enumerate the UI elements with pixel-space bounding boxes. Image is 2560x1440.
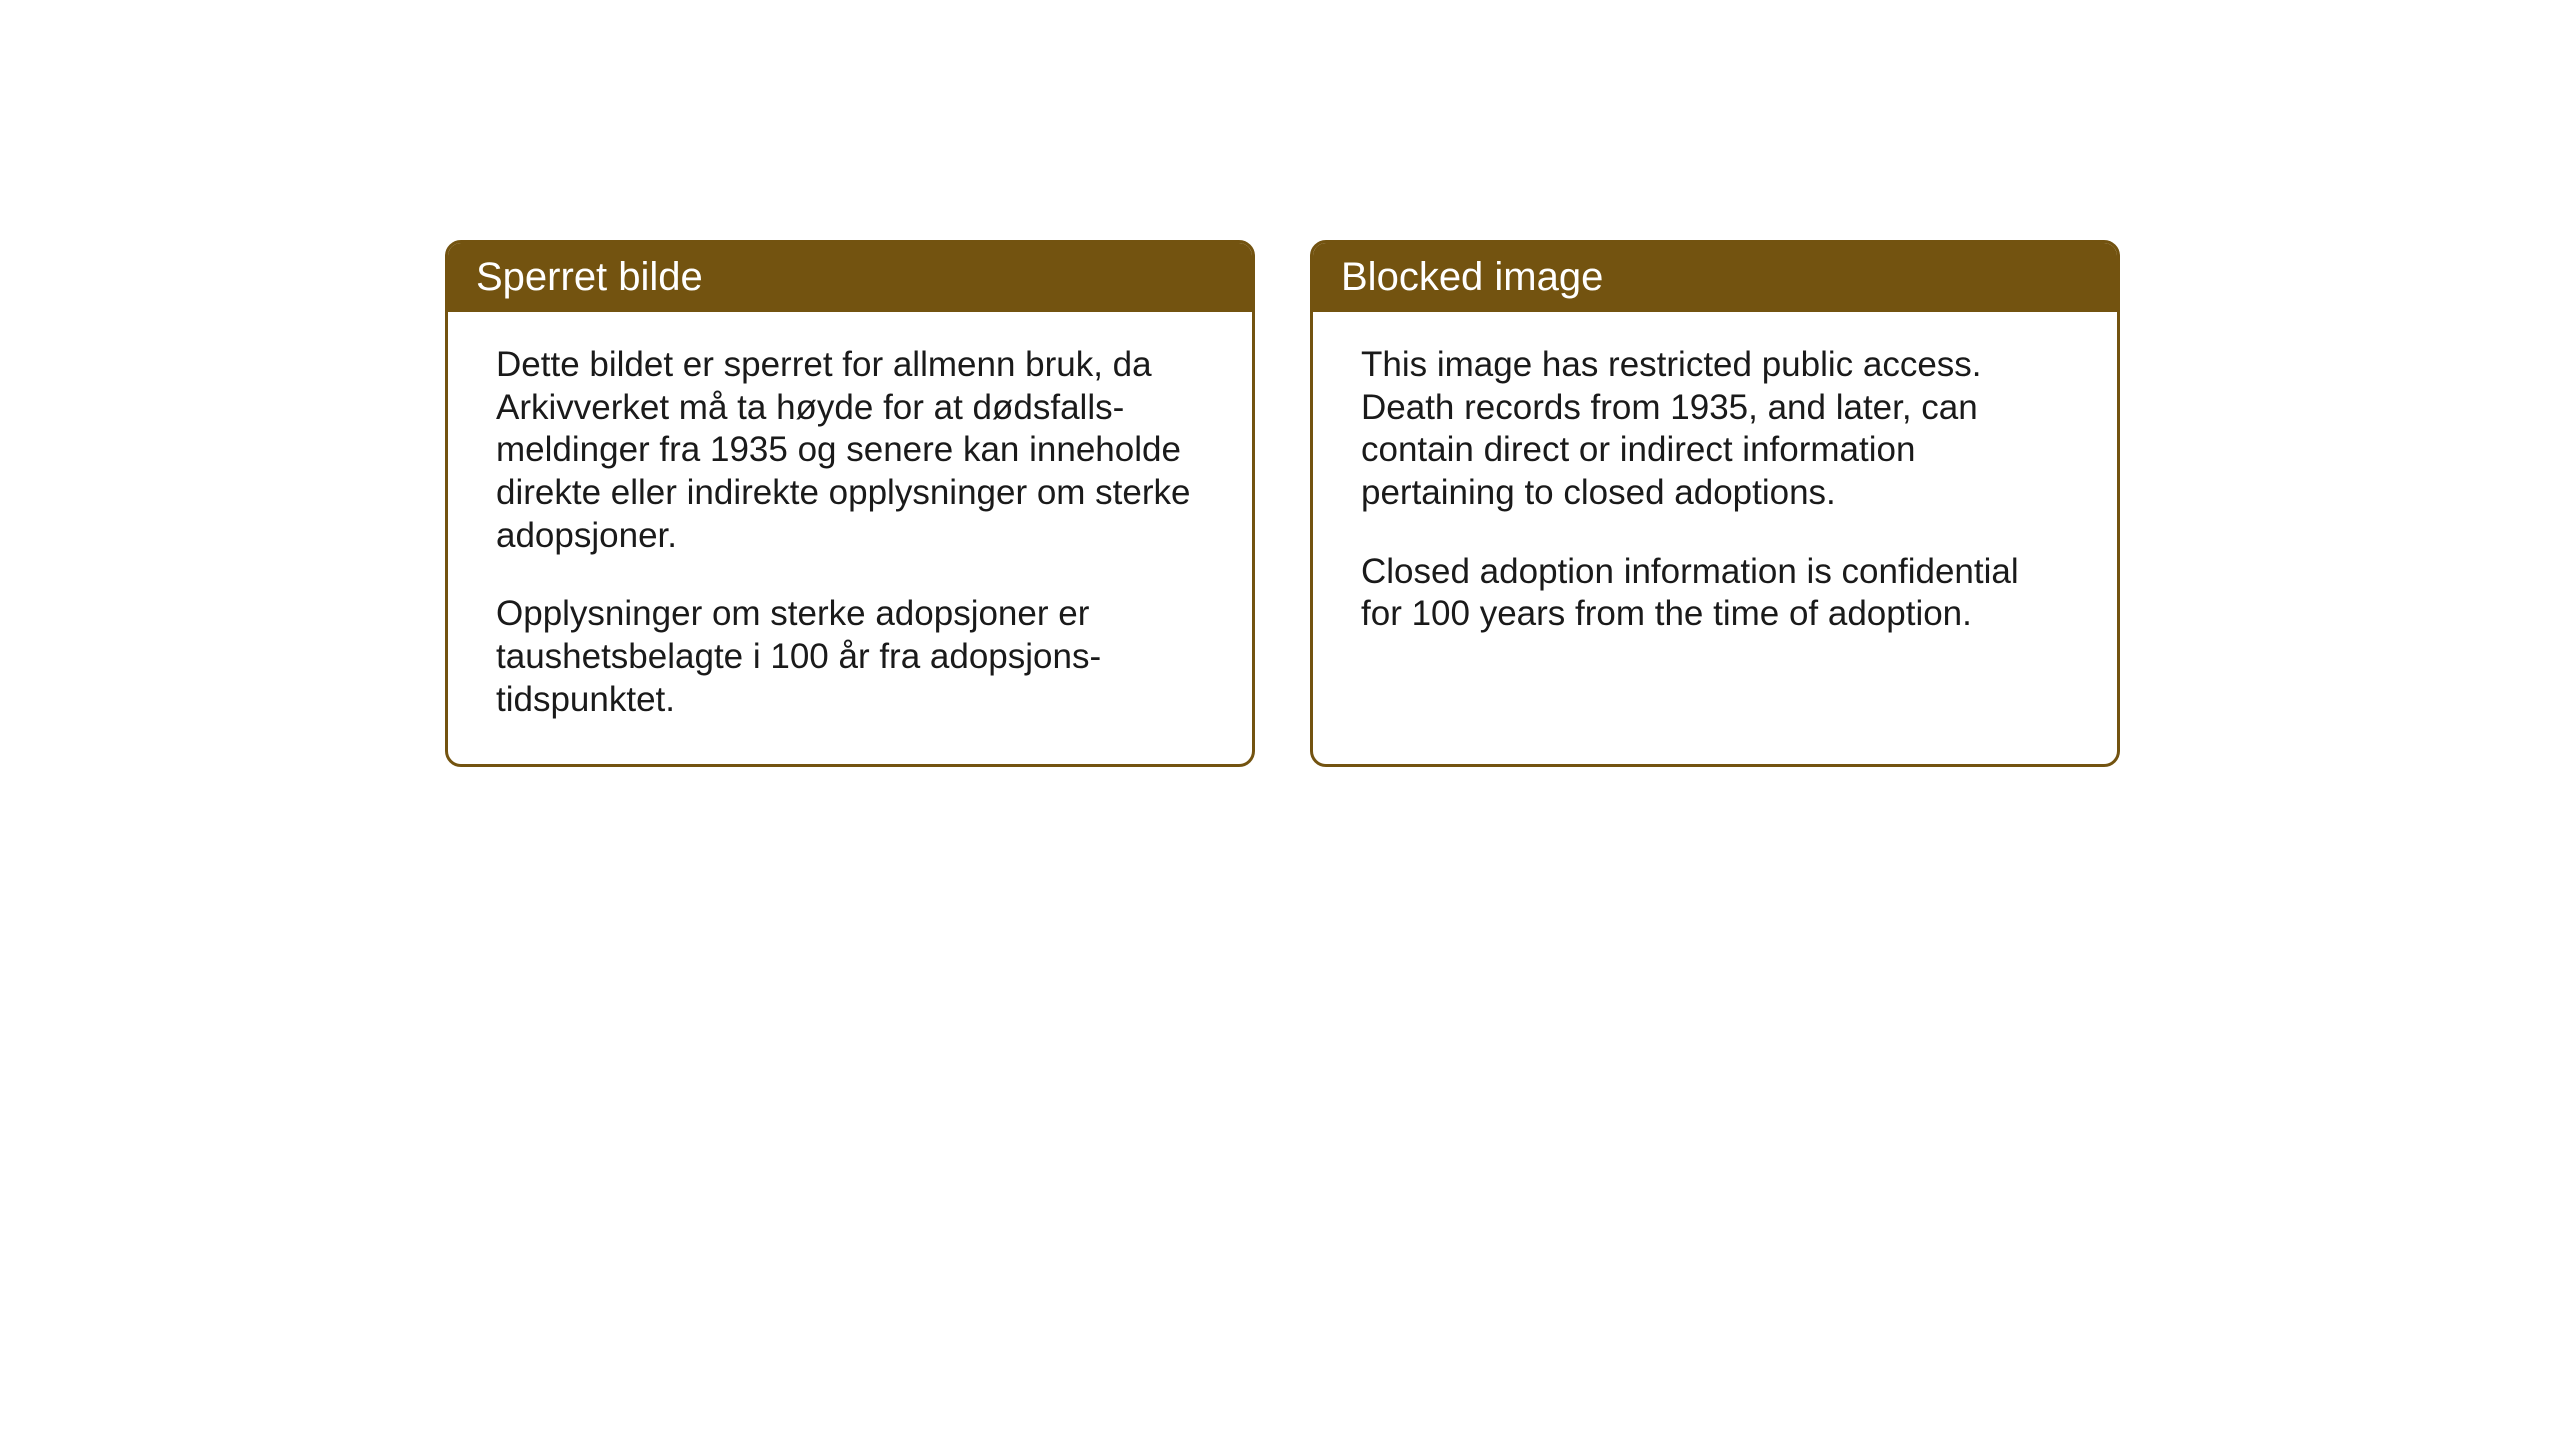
norwegian-notice-card: Sperret bilde Dette bildet er sperret fo… <box>445 240 1255 767</box>
norwegian-card-header: Sperret bilde <box>448 243 1252 312</box>
notice-container: Sperret bilde Dette bildet er sperret fo… <box>445 240 2120 767</box>
english-notice-card: Blocked image This image has restricted … <box>1310 240 2120 767</box>
norwegian-card-body: Dette bildet er sperret for allmenn bruk… <box>448 312 1252 764</box>
english-card-body: This image has restricted public access.… <box>1313 312 2117 678</box>
english-card-header: Blocked image <box>1313 243 2117 312</box>
norwegian-paragraph-2: Opplysninger om sterke adopsjoner er tau… <box>496 593 1204 721</box>
english-paragraph-1: This image has restricted public access.… <box>1361 344 2069 515</box>
english-paragraph-2: Closed adoption information is confident… <box>1361 551 2069 636</box>
norwegian-paragraph-1: Dette bildet er sperret for allmenn bruk… <box>496 344 1204 557</box>
